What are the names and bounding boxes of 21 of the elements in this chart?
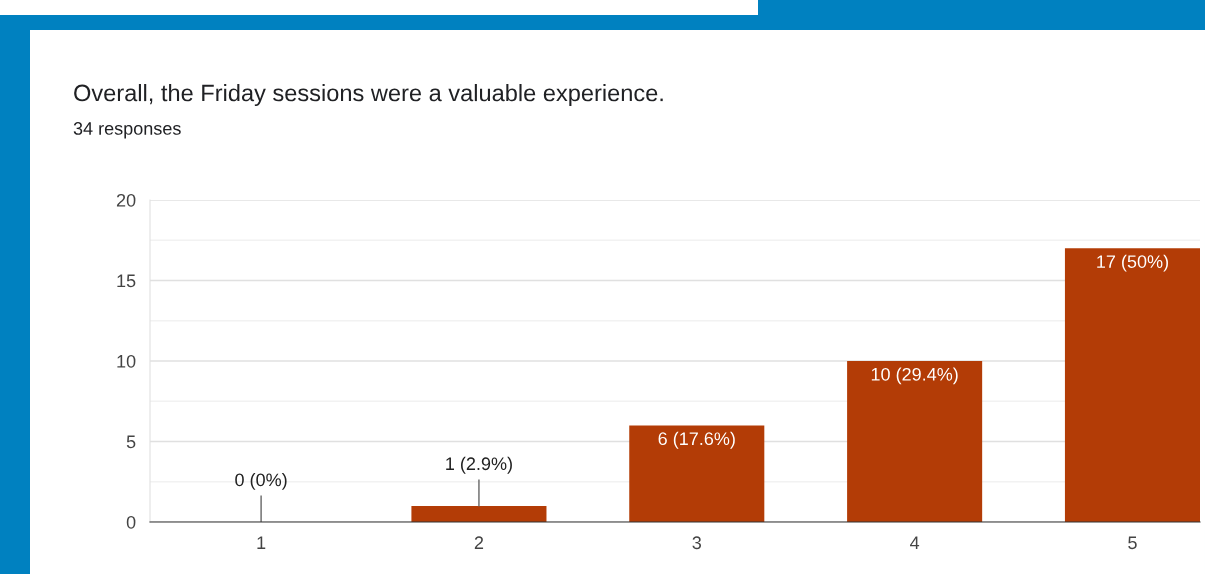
x-tick-label: 2 — [474, 536, 484, 549]
y-tick-label: 5 — [126, 435, 136, 449]
data-label: 0 (0%) — [235, 472, 287, 490]
bar — [1064, 248, 1200, 522]
data-label: 1 (2.9%) — [446, 456, 512, 474]
y-tick-label: 0 — [126, 515, 136, 529]
chart-subtitle: 34 responses — [73, 122, 181, 139]
data-label: 17 (50%) — [1097, 254, 1168, 272]
y-tick-label: 15 — [117, 274, 136, 288]
y-tick-label: 10 — [117, 354, 136, 368]
chart-title: Overall, the Friday sessions were a valuable experience. — [74, 84, 663, 107]
data-label: 6 (17.6%) — [658, 431, 735, 449]
y-tick-label: 20 — [116, 193, 136, 207]
x-tick-label: 1 — [257, 536, 266, 549]
bar — [411, 505, 547, 522]
x-tick-label: 5 — [1128, 536, 1137, 550]
x-tick-label: 3 — [692, 536, 702, 550]
bar — [847, 361, 983, 522]
x-tick-label: 4 — [910, 536, 920, 549]
bar — [629, 425, 765, 522]
data-label: 10 (29.4%) — [871, 367, 958, 385]
